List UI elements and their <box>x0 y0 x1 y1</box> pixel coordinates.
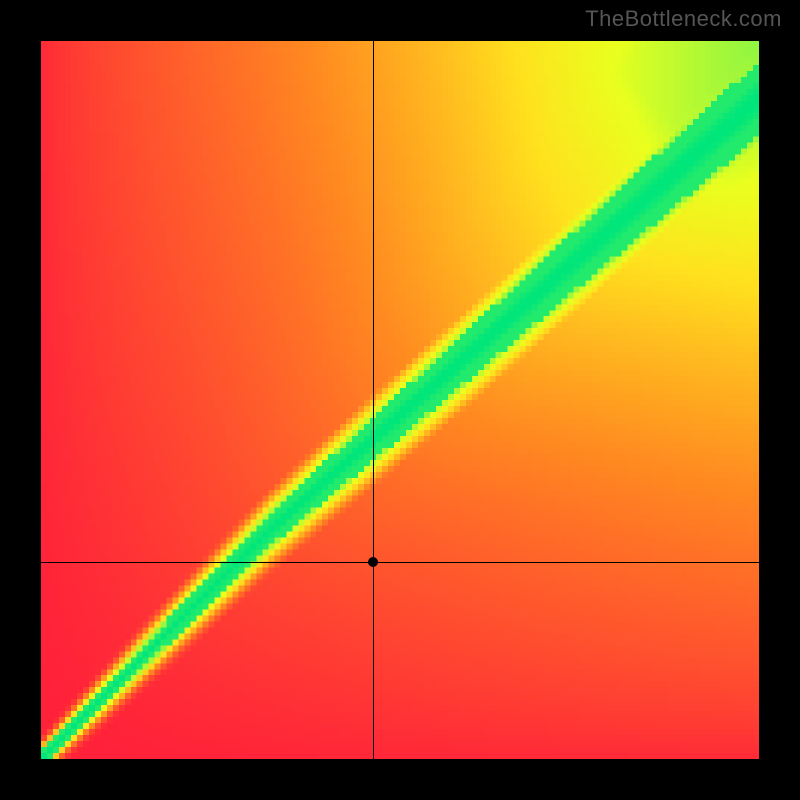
crosshair-horizontal <box>41 562 759 563</box>
watermark-text: TheBottleneck.com <box>585 6 782 32</box>
crosshair-vertical <box>373 41 374 759</box>
chart-container: TheBottleneck.com <box>0 0 800 800</box>
plot-area <box>41 41 759 759</box>
heatmap-canvas <box>41 41 759 759</box>
bottleneck-marker-dot <box>368 557 378 567</box>
